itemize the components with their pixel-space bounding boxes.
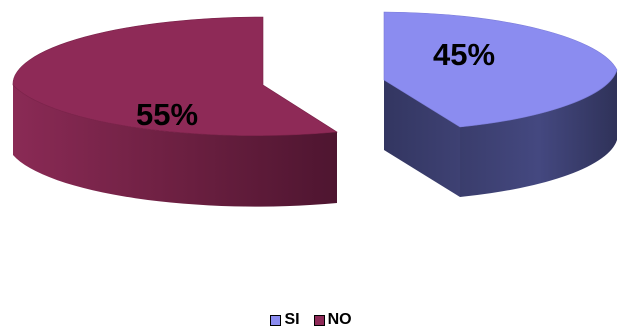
- legend-swatch-si: [270, 314, 282, 326]
- pie-slice-no-top: [12, 16, 338, 136]
- pie-slice-si: [383, 11, 618, 197]
- legend-item-no: NO: [313, 311, 352, 328]
- legend-swatch-no: [313, 314, 325, 326]
- pie-slice-no: [12, 16, 338, 207]
- pie-slice-si-top: [383, 11, 618, 128]
- data-label-si: 45%: [433, 37, 495, 72]
- pie-slice-no-side: [13, 85, 337, 207]
- data-label-no: 55%: [136, 97, 198, 132]
- legend-label-no: NO: [327, 311, 352, 328]
- pie-slice-si-cut-face: [384, 80, 460, 197]
- legend-item-si: SI: [270, 311, 300, 328]
- legend-label-si: SI: [284, 311, 300, 328]
- legend: SI NO: [0, 308, 622, 332]
- pie-slice-si-side: [460, 70, 617, 197]
